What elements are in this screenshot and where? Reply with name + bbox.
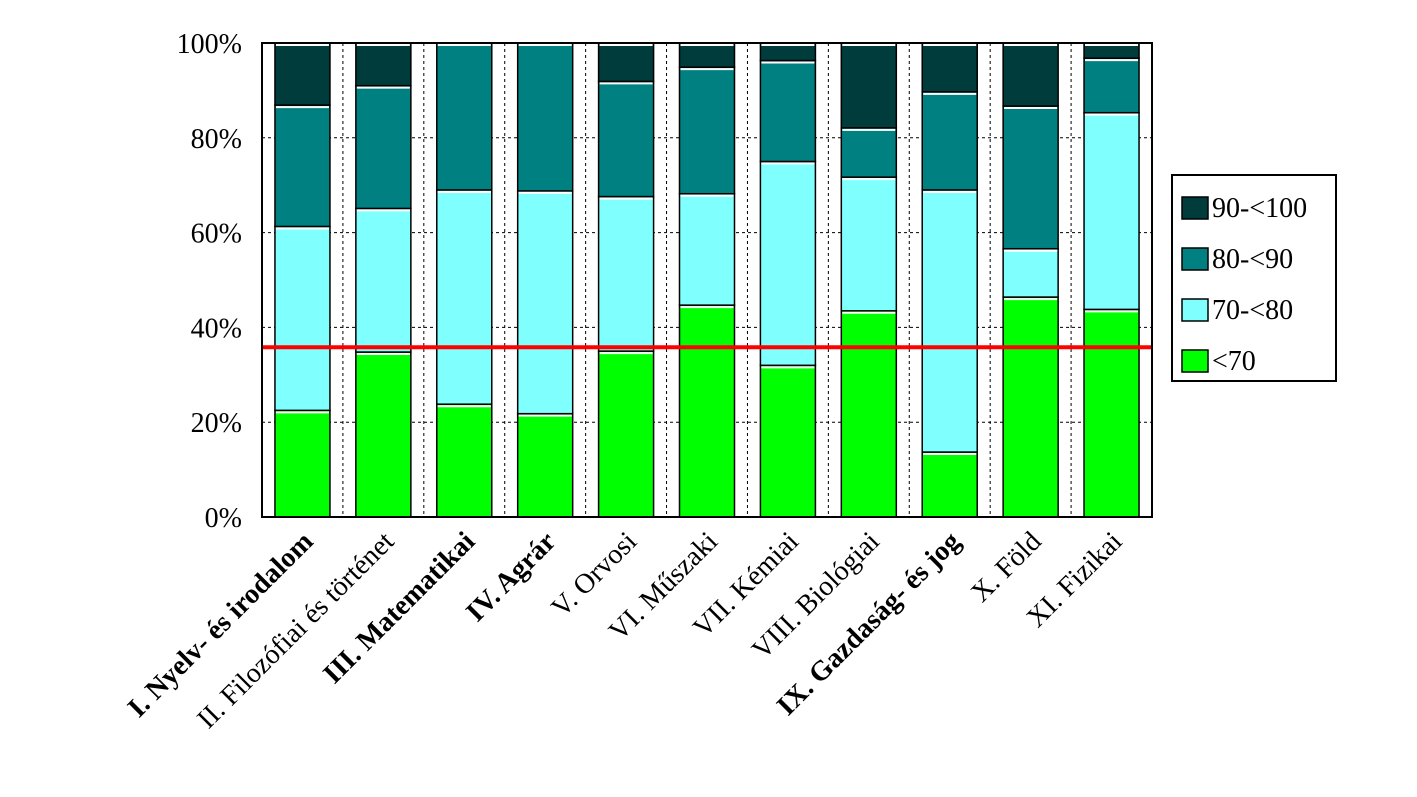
bar-segment-9-series-3: [921, 91, 978, 191]
bar-segment-8-series-4: [840, 42, 898, 129]
bar-segment-10-series-2: [1002, 247, 1059, 298]
bar-segment-2-series-4: [355, 42, 412, 87]
bar-segment-10-series-3: [1002, 105, 1059, 250]
bar-segment-2-series-2: [355, 207, 412, 353]
x-category-label: IV. Agrár: [460, 526, 562, 628]
bar-segment-2-series-3: [355, 84, 412, 210]
bar-segment-9-series-4: [921, 42, 978, 93]
bar-segment-1-series-4: [274, 42, 331, 106]
legend-label: 80-<90: [1212, 244, 1293, 275]
bar-segment-8-series-2: [840, 176, 898, 312]
bar-segment-4-series-1: [516, 412, 574, 518]
bar-segment-11-series-1: [1083, 308, 1140, 518]
y-tick-label: 0%: [205, 503, 242, 534]
bar-segment-3-series-1: [436, 403, 493, 518]
bar-segment-8-series-3: [840, 127, 898, 178]
plot-frame: [261, 42, 1153, 518]
bar-segment-6-series-3: [678, 66, 736, 195]
bar-segment-8-series-1: [840, 310, 898, 518]
bar-segment-5-series-2: [597, 195, 655, 352]
bar-segment-6-series-4: [678, 42, 736, 68]
bar-segment-9-series-2: [921, 189, 978, 453]
bar-segment-7-series-3: [759, 59, 817, 163]
y-tick-label: 60%: [191, 219, 242, 250]
bar-segment-6-series-2: [678, 192, 736, 306]
bar-segment-6-series-1: [678, 304, 736, 518]
y-tick-label: 100%: [177, 29, 242, 60]
legend-label: 70-<80: [1212, 295, 1293, 326]
bar-segment-7-series-2: [759, 160, 817, 367]
bar-segment-1-series-2: [274, 225, 331, 412]
bar-segment-11-series-2: [1083, 111, 1140, 311]
y-axis-ticks: 0% 20% 40% 60% 80% 100%: [177, 29, 242, 534]
bar-segment-5-series-3: [597, 80, 655, 198]
bar-segment-10-series-1: [1002, 296, 1059, 518]
bar-segment-1-series-1: [274, 409, 331, 518]
bar-segment-1-series-3: [274, 104, 331, 228]
bar-segment-10-series-4: [1002, 42, 1059, 107]
y-tick-label: 20%: [191, 408, 242, 439]
bar-segment-4-series-2: [516, 190, 574, 415]
legend-swatch: [1181, 247, 1209, 271]
legend-swatch: [1181, 196, 1209, 220]
x-category-label: III. Matematikai: [317, 526, 481, 690]
y-tick-label: 40%: [191, 313, 242, 344]
legend: 90-<100 80-<90 70-<80 <70: [1171, 174, 1337, 382]
bar-segment-5-series-1: [597, 350, 655, 518]
bar-segment-7-series-1: [759, 364, 817, 518]
bar-segment-4-series-3: [516, 42, 574, 192]
bar-segment-3-series-3: [436, 42, 493, 191]
bars: [274, 42, 1140, 518]
bar-segment-2-series-1: [355, 351, 412, 518]
legend-swatch: [1181, 298, 1209, 322]
bar-segment-11-series-3: [1083, 57, 1140, 114]
legend-swatch: [1181, 349, 1209, 373]
y-tick-label: 80%: [191, 124, 242, 155]
legend-label: 90-<100: [1212, 193, 1307, 224]
bar-segment-5-series-4: [597, 42, 655, 83]
bar-segment-3-series-2: [436, 189, 493, 405]
legend-label: <70: [1212, 346, 1256, 377]
bar-segment-9-series-1: [921, 451, 978, 518]
